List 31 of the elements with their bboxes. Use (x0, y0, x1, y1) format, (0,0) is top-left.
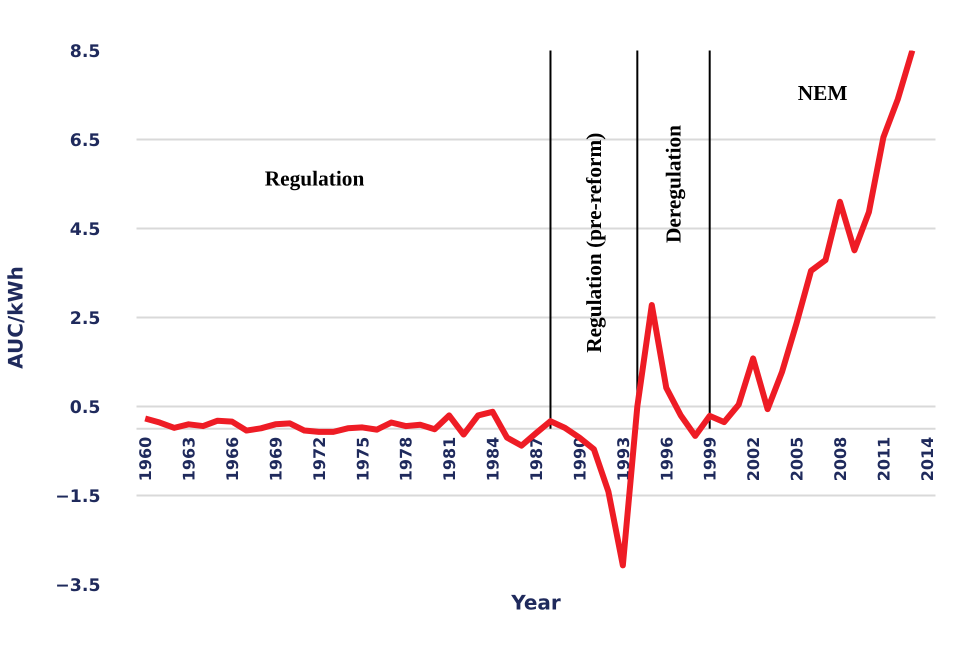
x-tick-label: 1993 (614, 436, 633, 482)
x-tick-label: 2005 (788, 436, 807, 482)
y-tick-label: 6.5 (70, 131, 101, 151)
x-tick-label: 1966 (223, 436, 242, 482)
x-tick-label: 1987 (527, 436, 546, 482)
x-tick-label: 1996 (657, 436, 676, 482)
x-tick-label: 2014 (918, 436, 937, 482)
x-tick-label: 1972 (310, 436, 329, 482)
x-tick-label: 1960 (136, 436, 156, 482)
y-axis-title: AUC/kWh (3, 266, 28, 369)
annotation: Regulation (pre-reform) (582, 132, 606, 353)
x-tick-label: 1984 (484, 436, 503, 482)
x-tick-label: 1999 (700, 436, 720, 482)
y-tick-label: 4.5 (70, 220, 101, 240)
x-tick-label: 1969 (266, 436, 286, 482)
annotation: NEM (798, 81, 848, 106)
y-tick-label: 8.5 (70, 42, 101, 62)
x-tick-label: 2008 (830, 436, 850, 482)
x-tick-label: 1978 (396, 436, 416, 482)
y-tick-label: 2.5 (70, 309, 101, 329)
x-tick-label: 1981 (440, 436, 460, 482)
y-tick-label: −1.5 (55, 487, 101, 507)
x-tick-label: 1963 (180, 436, 199, 482)
x-tick-label: 1975 (353, 436, 372, 482)
x-tick-label: 2011 (874, 436, 894, 482)
annotation: Deregulation (662, 124, 686, 244)
y-tick-label: −3.5 (55, 576, 101, 596)
annotation: Regulation (264, 166, 364, 191)
x-axis-title: Year (510, 590, 561, 614)
y-tick-label: 0.5 (70, 398, 101, 418)
x-tick-label: 2002 (744, 436, 764, 482)
